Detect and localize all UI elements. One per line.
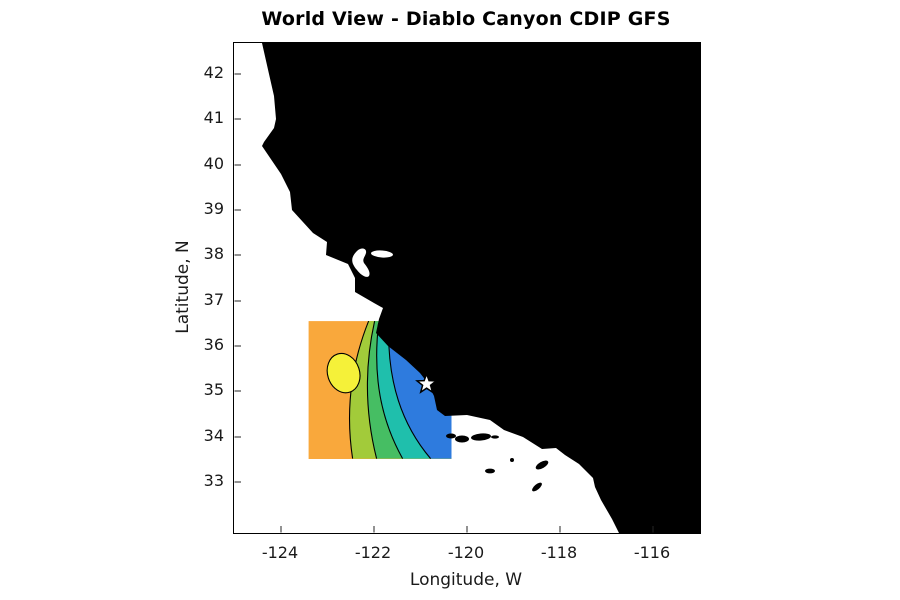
land-region xyxy=(262,43,700,533)
contour-line xyxy=(366,321,378,459)
figure-title: World View - Diablo Canyon CDIP GFS xyxy=(261,8,671,30)
x-tick-label: -120 xyxy=(447,543,485,562)
x-tick-label: -124 xyxy=(261,543,299,562)
sf-bay xyxy=(352,248,370,277)
contour-line xyxy=(388,333,432,459)
island xyxy=(446,433,456,439)
diablo-canyon-star-marker xyxy=(415,371,439,394)
island xyxy=(532,482,542,492)
y-tick-label: 40 xyxy=(203,154,224,173)
y-tick-label: 34 xyxy=(203,426,224,445)
y-tick-label: 42 xyxy=(203,63,224,82)
y-tick-label: 35 xyxy=(203,380,224,399)
island xyxy=(485,468,495,474)
x-axis-label: Longitude, W xyxy=(409,570,523,590)
delta-waterway xyxy=(371,250,393,258)
channel-islands xyxy=(446,433,549,492)
contour-lines xyxy=(326,321,432,459)
y-tick-label: 33 xyxy=(203,471,224,490)
y-axis-label: Latitude, N xyxy=(173,240,193,334)
y-tick-label: 36 xyxy=(203,335,224,354)
contour-peak xyxy=(326,352,361,394)
x-tick-label: -116 xyxy=(633,543,671,562)
island xyxy=(455,435,469,443)
map-svg xyxy=(234,43,700,533)
y-tick-label: 41 xyxy=(203,108,224,127)
island xyxy=(510,458,514,462)
island xyxy=(535,460,549,470)
island xyxy=(491,435,499,439)
x-tick-label: -118 xyxy=(540,543,578,562)
plot-area xyxy=(233,42,701,534)
y-tick-label: 38 xyxy=(203,244,224,263)
island xyxy=(471,433,491,441)
star-icon xyxy=(415,371,439,394)
contour-line xyxy=(376,323,404,459)
axis-ticks xyxy=(234,73,654,533)
y-tick-label: 39 xyxy=(203,199,224,218)
y-tick-label: 37 xyxy=(203,290,224,309)
x-tick-label: -122 xyxy=(354,543,392,562)
